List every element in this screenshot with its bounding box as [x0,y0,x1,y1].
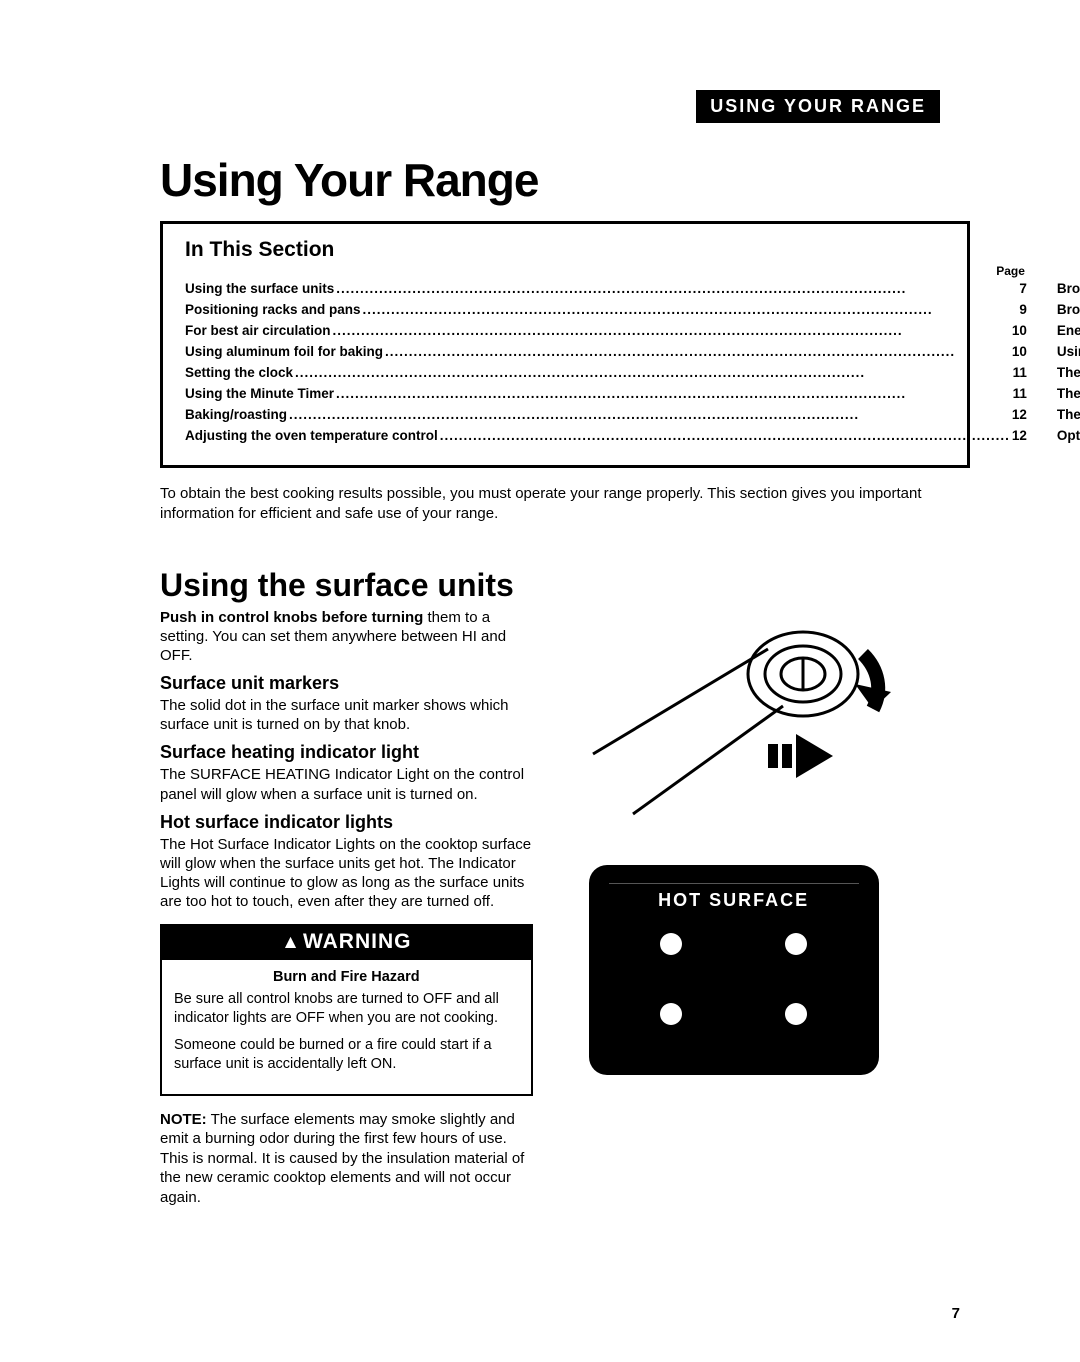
indicator-dot [785,933,807,955]
toc-heading: In This Section [185,238,334,262]
toc-item-label: The oven vent [1057,365,1080,380]
page-number: 7 [952,1305,960,1322]
body-markers: The solid dot in the surface unit marker… [160,696,533,734]
toc-row: Baking/roasting 12 [185,407,1027,422]
toc-right-column: Page Broiling13 Broiling tips14 Energy sav… [1057,264,1080,449]
warning-subhead: Burn and Fire Hazard [174,968,519,987]
subheading-heating-light: Surface heating indicator light [160,742,533,763]
toc-page-label: Page [1057,264,1080,278]
toc-item-label: Broiling tips [1057,302,1080,317]
toc-row: Broiling13 [1057,281,1080,296]
right-column: HOT SURFACE [573,608,978,1208]
intro-paragraph: To obtain the best cooking results possi… [160,484,970,525]
toc-dots [336,281,1017,296]
body-heating-light: The SURFACE HEATING Indicator Light on t… [160,765,533,803]
warning-p2: Someone could be burned or a fire could … [174,1036,519,1074]
toc-item-label: Setting the clock [185,365,293,380]
toc-row: The anti-tip bracket17 [1057,407,1080,422]
toc-dots [440,428,1010,443]
toc-item-label: Using aluminum foil for baking [185,344,383,359]
toc-item-label: Adjusting the oven temperature control [185,428,438,443]
toc-item-page: 12 [1012,428,1027,443]
toc-left-column: Page Using the surface units 7 Positioning… [185,264,1027,449]
toc-row: Setting the clock 11 [185,365,1027,380]
toc-item-label: Positioning racks and pans [185,302,361,317]
subheading-markers: Surface unit markers [160,673,533,694]
left-column: Push in control knobs before turning the… [160,608,533,1208]
toc-row: Adjusting the oven temperature control 12 [185,428,1027,443]
note-paragraph: NOTE: The surface elements may smoke sli… [160,1110,533,1208]
page-title: Using Your Range [160,153,970,207]
hot-surface-panel: HOT SURFACE [589,865,879,1075]
toc-item-label: Using the automatic MEALTIMER™ clock [1057,344,1080,359]
toc-item-label: Optional door panel pac [1057,428,1080,443]
indicator-dot [660,1003,682,1025]
toc-dots [336,386,1011,401]
hot-surface-label: HOT SURFACE [609,883,859,911]
toc-dots [333,323,1010,338]
warning-box: ▲WARNING Burn and Fire Hazard Be sure al… [160,924,533,1096]
note-text: The surface elements may smoke slightly … [160,1111,524,1206]
toc-item-page: 10 [1012,344,1027,359]
toc-item-label: Using the Minute Timer [185,386,334,401]
toc-item-label: Baking/roasting [185,407,287,422]
toc-item-label: Broiling [1057,281,1080,296]
table-of-contents: In This Section Page Using the surface u… [160,221,970,468]
toc-row: Using aluminum foil for baking 10 [185,344,1027,359]
toc-item-label: Using the surface units [185,281,334,296]
toc-row: Using the Minute Timer 11 [185,386,1027,401]
toc-row: For best air circulation 10 [185,323,1027,338]
intro-body: Push in control knobs before turning the… [160,608,533,666]
warning-header-text: WARNING [303,930,412,953]
subheading-hot-lights: Hot surface indicator lights [160,812,533,833]
warning-triangle-icon: ▲ [281,932,301,953]
lead-bold: Push in control knobs before turning [160,609,423,626]
warning-header: ▲WARNING [162,926,531,960]
toc-row: Using the automatic MEALTIMER™ clock15 [1057,344,1080,359]
toc-item-page: 9 [1019,302,1027,317]
toc-item-label: For best air circulation [185,323,331,338]
indicator-dot [785,1003,807,1025]
toc-item-label: Energy saving tips [1057,323,1080,338]
toc-item-page: 11 [1013,365,1027,380]
toc-row: Using the surface units 7 [185,281,1027,296]
toc-dots [289,407,1010,422]
toc-row: Positioning racks and pans 9 [185,302,1027,317]
indicator-dot-grid [609,933,859,1025]
body-hot-lights: The Hot Surface Indicator Lights on the … [160,835,533,912]
toc-dots [385,344,1010,359]
section-heading: Using the surface units [160,567,970,604]
toc-item-page: 11 [1013,386,1027,401]
toc-row: Optional door panel pac17 [1057,428,1080,443]
header-banner: USING YOUR RANGE [696,90,940,123]
toc-dots [363,302,1018,317]
toc-item-page: 12 [1012,407,1027,422]
toc-item-page: 10 [1012,323,1027,338]
toc-row: Energy saving tips14 [1057,323,1080,338]
toc-row: Broiling tips14 [1057,302,1080,317]
note-label: NOTE: [160,1111,207,1128]
toc-row: The oven vent16 [1057,365,1080,380]
toc-item-label: The anti-tip bracket [1057,407,1080,422]
toc-dots [295,365,1011,380]
warning-p1: Be sure all control knobs are turned to … [174,990,519,1028]
knob-diagram-icon [573,614,903,824]
toc-row: The storage drawer17 [1057,386,1080,401]
toc-item-page: 7 [1019,281,1027,296]
toc-page-label: Page [185,264,1027,278]
indicator-dot [660,933,682,955]
toc-item-label: The storage drawer [1057,386,1080,401]
